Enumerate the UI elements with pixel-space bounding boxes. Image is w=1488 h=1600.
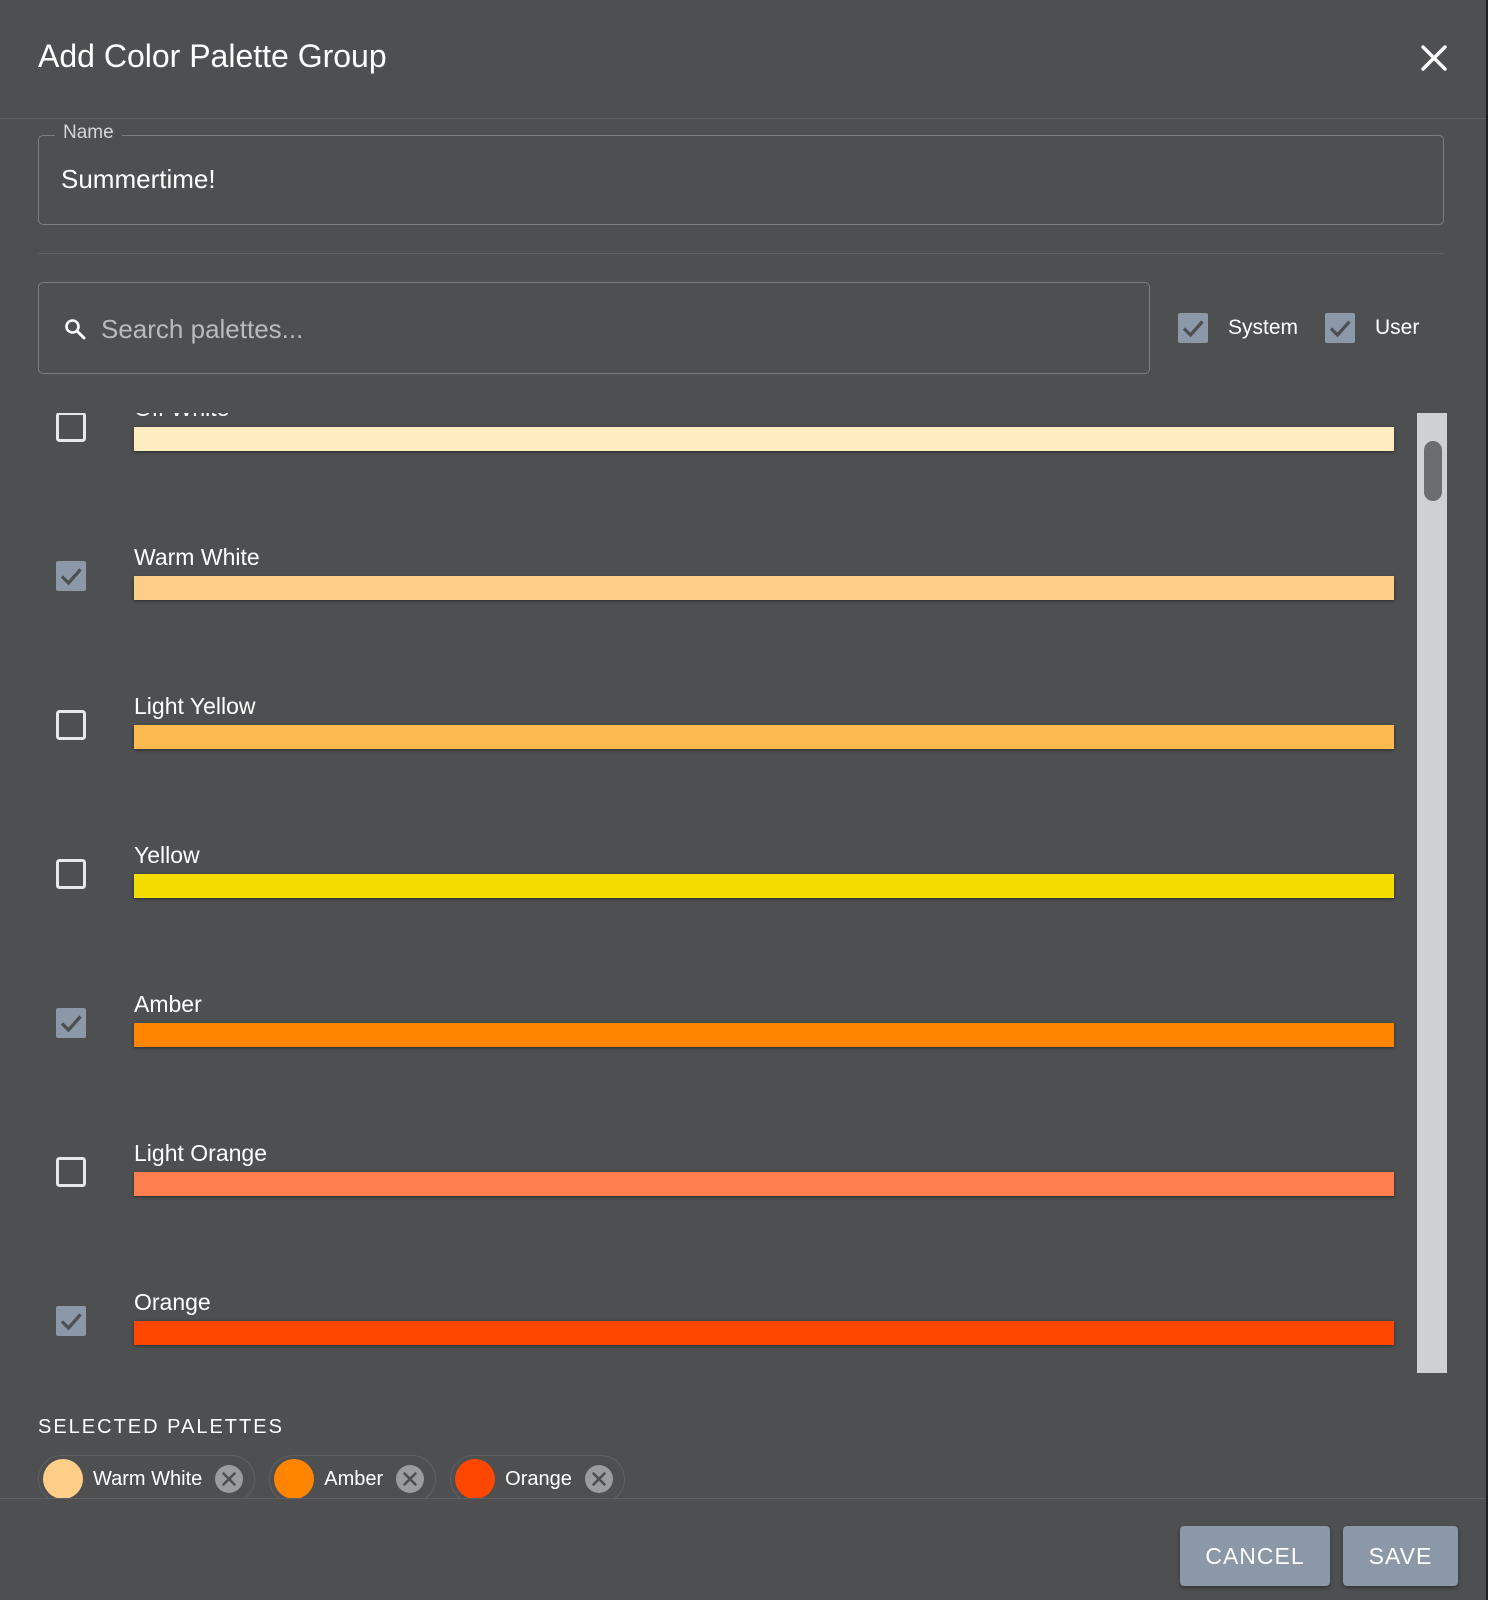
palette-name: Amber [134, 991, 202, 1017]
checkbox-checked-icon[interactable] [56, 561, 86, 591]
scrollbar-thumb[interactable] [1424, 441, 1442, 501]
dialog-header: Add Color Palette Group [0, 0, 1486, 119]
chip-label: Orange [505, 1467, 572, 1490]
filter-user-label: User [1375, 316, 1420, 339]
palette-color-bar [134, 576, 1394, 600]
selected-palette-chip[interactable]: Orange [450, 1455, 625, 1503]
palette-color-bar [134, 1172, 1394, 1196]
close-icon [1421, 45, 1447, 71]
palette-name: Warm White [134, 544, 260, 570]
palette-row[interactable]: Amber [38, 862, 1398, 1047]
palette-name: Orange [134, 1289, 211, 1315]
remove-chip-icon[interactable] [584, 1464, 614, 1494]
dialog-footer: CANCEL SAVE [0, 1498, 1486, 1600]
name-field[interactable]: Name Summertime! [38, 122, 1444, 225]
palette-color-bar [134, 725, 1394, 749]
checkbox-unchecked-icon[interactable] [56, 859, 86, 889]
selected-palette-chip[interactable]: Amber [269, 1455, 437, 1503]
section-divider [38, 253, 1444, 254]
palette-row[interactable]: Warm White [38, 415, 1398, 600]
checkbox-unchecked-icon[interactable] [56, 413, 86, 442]
checkbox-unchecked-icon[interactable] [56, 710, 86, 740]
selected-palettes-heading: SELECTED PALETTES [38, 1416, 284, 1438]
dialog-title: Add Color Palette Group [38, 38, 387, 74]
search-placeholder: Search palettes... [101, 314, 304, 344]
chip-label: Warm White [93, 1467, 203, 1490]
palette-name: Off White [134, 413, 229, 422]
palette-name: Yellow [134, 842, 200, 868]
selected-palettes-chips: Warm White Amber Orange [38, 1455, 639, 1505]
chip-label: Amber [324, 1467, 384, 1490]
chip-color-swatch [43, 1459, 83, 1499]
palette-row[interactable]: Off White [38, 413, 1398, 451]
palette-name: Light Orange [134, 1140, 267, 1166]
palette-list[interactable]: Off White Warm White Light Yellow Yellow Amb… [38, 413, 1418, 1373]
checkbox-checked-icon[interactable] [1325, 313, 1355, 343]
palette-row[interactable]: Light Orange [38, 1011, 1398, 1196]
selected-palette-chip[interactable]: Warm White [38, 1455, 256, 1503]
palette-color-bar [134, 1023, 1394, 1047]
remove-chip-icon[interactable] [214, 1464, 244, 1494]
cancel-button[interactable]: CANCEL [1180, 1526, 1330, 1586]
checkbox-checked-icon[interactable] [56, 1008, 86, 1038]
chip-color-swatch [455, 1459, 496, 1499]
checkbox-checked-icon[interactable] [1178, 313, 1208, 343]
palette-row[interactable]: Light Yellow [38, 564, 1398, 749]
remove-chip-icon[interactable] [395, 1464, 425, 1494]
checkbox-checked-icon[interactable] [56, 1306, 86, 1336]
palette-color-bar [134, 874, 1394, 898]
palette-color-bar [134, 1321, 1394, 1345]
palette-row[interactable]: Yellow [38, 713, 1398, 898]
chip-color-swatch [274, 1459, 315, 1499]
filter-user-toggle[interactable]: User [1325, 311, 1419, 345]
search-icon [65, 319, 86, 340]
palette-name: Light Yellow [134, 693, 256, 719]
palette-color-bar [134, 427, 1394, 451]
palette-list-scrollbar[interactable] [1417, 413, 1447, 1373]
palette-row[interactable]: Orange [38, 1160, 1398, 1345]
filter-system-label: System [1228, 316, 1299, 339]
search-input[interactable]: Search palettes... [38, 282, 1150, 374]
checkbox-unchecked-icon[interactable] [56, 1157, 86, 1187]
filter-system-toggle[interactable]: System [1178, 311, 1298, 345]
name-field-label: Name [55, 122, 122, 144]
save-button[interactable]: SAVE [1343, 1526, 1458, 1586]
name-field-value[interactable]: Summertime! [61, 164, 216, 194]
close-button[interactable] [1412, 36, 1456, 80]
